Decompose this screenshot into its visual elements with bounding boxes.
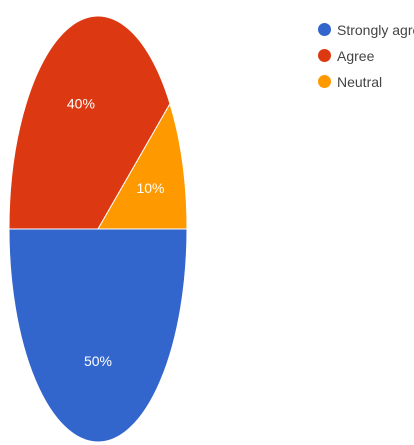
- legend-marker-strongly-agree: [318, 23, 331, 36]
- legend-label-agree: Agree: [337, 47, 375, 64]
- legend: Strongly agree Agree Neutral: [318, 18, 414, 96]
- pie-slice-neutral[interactable]: [97, 102, 188, 230]
- legend-marker-agree: [318, 49, 331, 62]
- legend-item-neutral[interactable]: Neutral: [318, 70, 414, 93]
- legend-item-strongly-agree[interactable]: Strongly agree: [318, 18, 414, 41]
- legend-marker-neutral: [318, 75, 331, 88]
- legend-item-agree[interactable]: Agree: [318, 44, 414, 67]
- slice-label-strongly-agree: 50%: [84, 353, 112, 369]
- pie-slice-strongly-agree[interactable]: [8, 228, 188, 443]
- pie-slice-agree[interactable]: [8, 15, 171, 230]
- slice-label-neutral: 10%: [136, 180, 164, 196]
- legend-label-strongly-agree: Strongly agree: [337, 21, 414, 38]
- slice-label-agree: 40%: [67, 95, 95, 111]
- legend-label-neutral: Neutral: [337, 73, 383, 90]
